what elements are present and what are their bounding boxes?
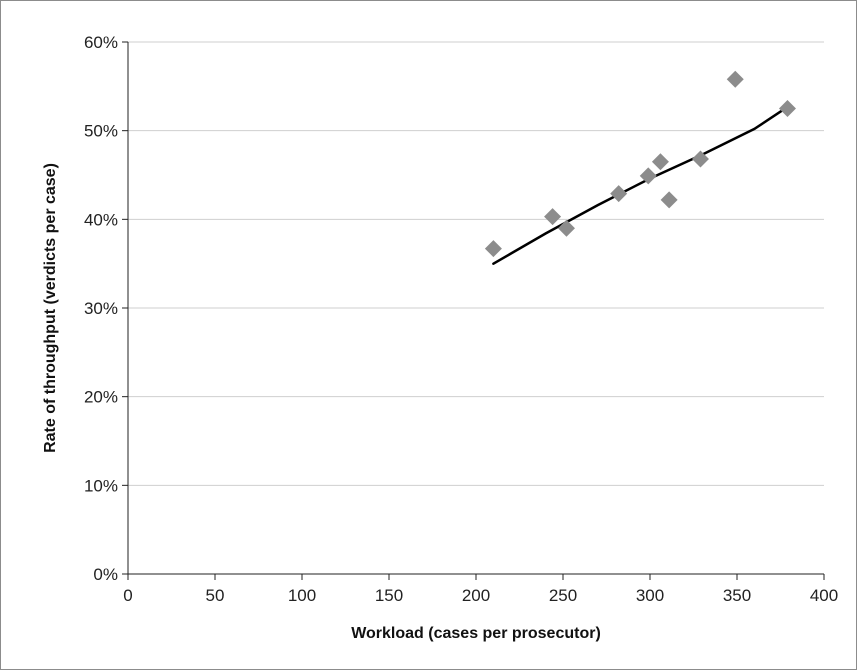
y-tick-label: 10% [84, 476, 118, 495]
y-tick-label: 50% [84, 122, 118, 141]
grid-lines [128, 42, 824, 485]
y-tick-label: 20% [84, 388, 118, 407]
y-axis-tick-labels: 0% 10% 20% 30% 40% 50% 60% [84, 33, 118, 584]
x-axis-label: Workload (cases per prosecutor) [351, 625, 601, 642]
trendline [493, 106, 789, 264]
x-tick-label: 0 [123, 586, 132, 605]
x-tick-label: 200 [462, 586, 490, 605]
x-tick-label: 250 [549, 586, 577, 605]
axes [122, 42, 824, 580]
x-axis-tick-labels: 0 50 100 150 200 250 300 350 400 [123, 586, 838, 605]
y-axis-label: Rate of throughput (verdicts per case) [42, 163, 59, 453]
data-point [610, 185, 627, 202]
data-point [652, 153, 669, 170]
data-points [485, 71, 796, 257]
x-tick-label: 50 [206, 586, 225, 605]
data-point [779, 100, 796, 117]
x-tick-label: 400 [810, 586, 838, 605]
trendline-group [493, 106, 789, 264]
data-point [661, 191, 678, 208]
y-tick-label: 60% [84, 33, 118, 52]
x-tick-label: 300 [636, 586, 664, 605]
x-tick-label: 150 [375, 586, 403, 605]
y-tick-label: 30% [84, 299, 118, 318]
y-tick-label: 40% [84, 210, 118, 229]
x-tick-label: 100 [288, 586, 316, 605]
data-point [544, 208, 561, 225]
data-point [727, 71, 744, 88]
y-tick-label: 0% [93, 565, 118, 584]
data-point [485, 240, 502, 257]
data-point [558, 220, 575, 237]
x-tick-label: 350 [723, 586, 751, 605]
